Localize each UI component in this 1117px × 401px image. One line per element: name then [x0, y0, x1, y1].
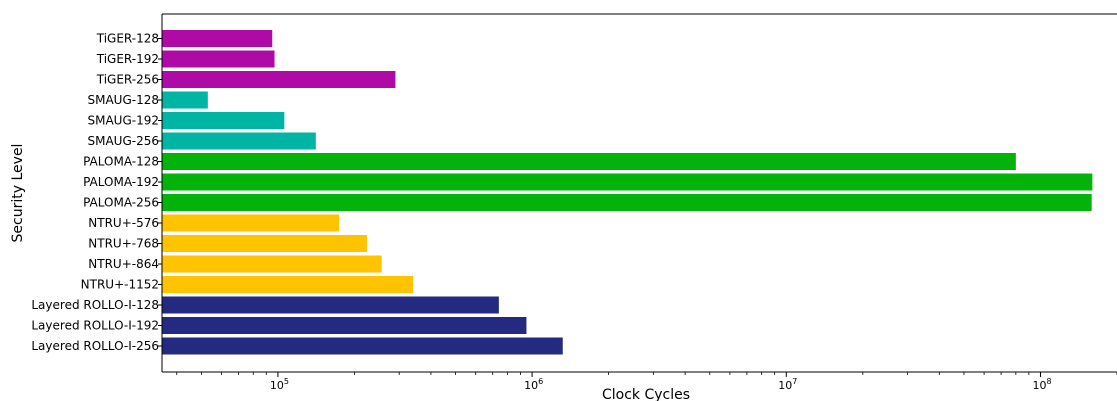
- bar: [162, 296, 499, 314]
- bar: [162, 153, 1016, 170]
- bar: [162, 30, 273, 47]
- y-tick-label: PALOMA-256: [83, 196, 159, 210]
- bar: [162, 255, 382, 273]
- y-tick-label: TiGER-128: [96, 32, 159, 46]
- y-tick-label: NTRU+-576: [88, 216, 159, 230]
- y-tick-label: TiGER-192: [96, 52, 159, 66]
- y-tick-label: NTRU+-768: [88, 237, 159, 251]
- bar: [162, 50, 275, 68]
- y-tick-label: TiGER-256: [96, 73, 159, 87]
- y-tick-label: SMAUG-128: [88, 93, 160, 107]
- bar: [162, 91, 208, 109]
- bar: [162, 71, 396, 88]
- y-tick-label: PALOMA-128: [83, 155, 159, 169]
- y-axis-title: Security Level: [10, 144, 26, 243]
- bar: [162, 235, 367, 252]
- plot-area: TiGER-128 TiGER-192 TiGER-256 SMAUG-128 SMAU…: [31, 13, 1117, 392]
- bar: [162, 317, 527, 334]
- x-tick-label: 107: [778, 377, 797, 392]
- x-tick-label: 108: [1032, 377, 1051, 392]
- y-tick-label: Layered ROLLO-I-192: [31, 319, 159, 333]
- y-tick-label: SMAUG-192: [88, 114, 160, 128]
- bar: [162, 173, 1093, 191]
- y-tick-label: SMAUG-256: [88, 134, 160, 148]
- y-tick-label: NTRU+-1152: [81, 278, 159, 292]
- y-tick-label: Layered ROLLO-I-128: [31, 298, 159, 312]
- bar: [162, 337, 563, 355]
- x-tick-label: 106: [524, 377, 543, 392]
- bar: [162, 214, 340, 232]
- y-tick-label: Layered ROLLO-I-256: [31, 339, 159, 353]
- y-tick-label: NTRU+-864: [88, 257, 159, 271]
- bar: [162, 276, 413, 293]
- bar: [162, 194, 1092, 211]
- y-tick-label: PALOMA-192: [83, 175, 159, 189]
- x-axis-title: Clock Cycles: [602, 387, 690, 401]
- bar: [162, 112, 285, 129]
- bar: [162, 132, 316, 150]
- x-tick-label: 105: [270, 377, 289, 392]
